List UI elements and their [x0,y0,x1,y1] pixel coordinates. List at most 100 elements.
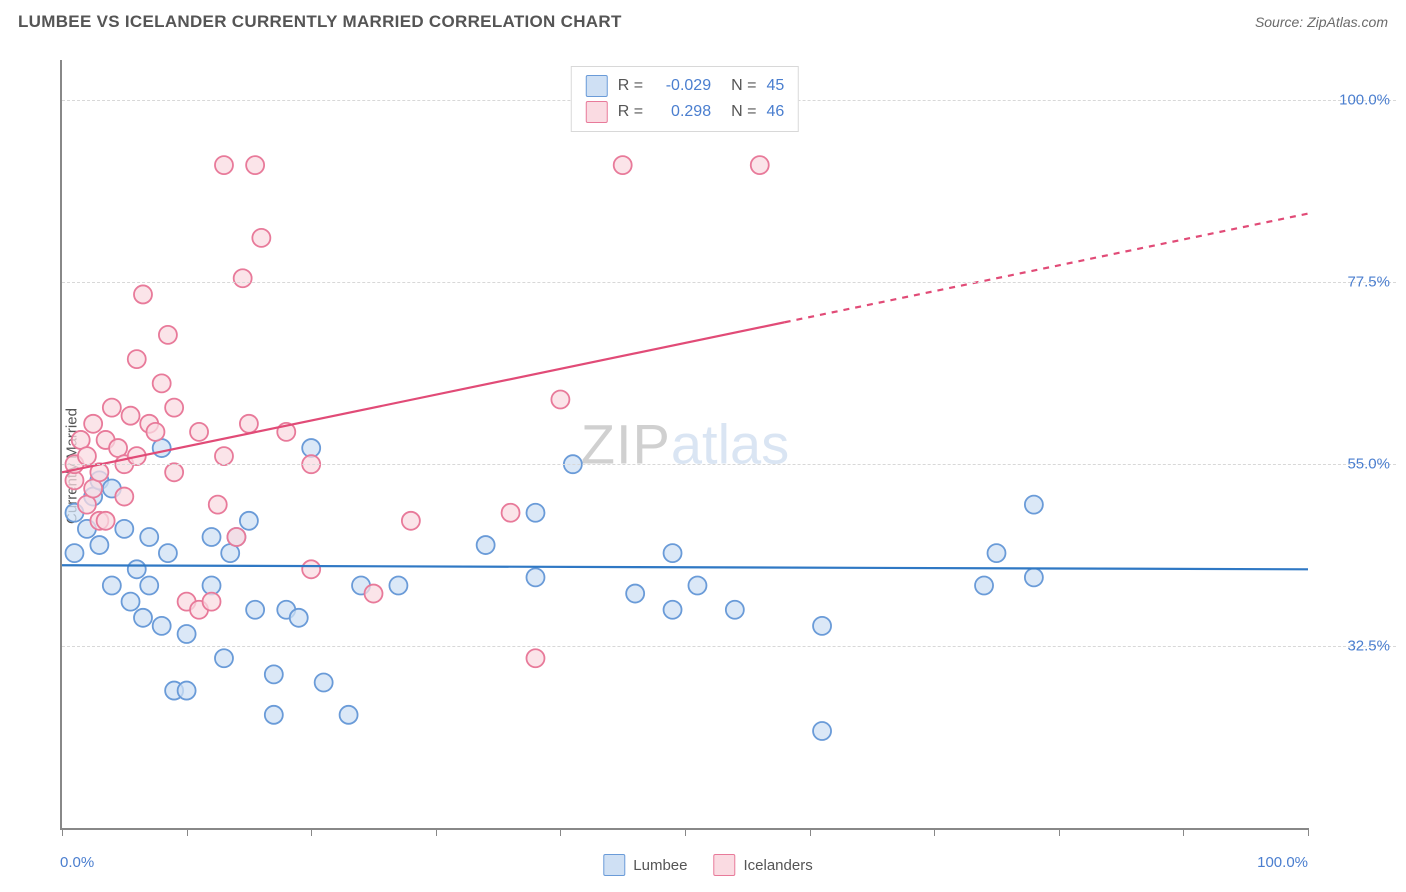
scatter-point [153,617,171,635]
scatter-point [340,706,358,724]
scatter-point [178,625,196,643]
legend-item: Icelanders [714,854,813,876]
scatter-point [140,528,158,546]
scatter-point [209,496,227,514]
scatter-point [365,585,383,603]
scatter-point [128,560,146,578]
legend-correlation: R = -0.029 N = 45 R = 0.298 N = 46 [571,66,799,132]
scatter-point [134,285,152,303]
legend-swatch [586,75,608,97]
scatter-point [122,407,140,425]
scatter-point [115,520,133,538]
scatter-point [215,447,233,465]
chart-container: Currently Married ZIPatlas R =-0.029N =4… [18,48,1398,884]
y-tick-label: 77.5% [1347,274,1390,291]
scatter-point [97,512,115,530]
chart-title: LUMBEE VS ICELANDER CURRENTLY MARRIED CO… [18,12,622,32]
scatter-point [664,601,682,619]
trend-line [62,322,785,472]
scatter-point [78,447,96,465]
scatter-point [190,423,208,441]
scatter-point [115,488,133,506]
scatter-point [203,593,221,611]
scatter-point [751,156,769,174]
legend-r-value: -0.029 [653,77,711,95]
x-tick [934,828,935,836]
scatter-point [526,568,544,586]
legend-series: Lumbee Icelanders [603,854,812,876]
x-tick [1183,828,1184,836]
scatter-point [265,706,283,724]
trend-line [62,565,1308,569]
x-tick [62,828,63,836]
scatter-point [65,544,83,562]
scatter-point [128,350,146,368]
scatter-point [246,601,264,619]
source-label: Source: ZipAtlas.com [1255,14,1388,30]
legend-swatch [714,854,736,876]
legend-n-value: 46 [766,103,784,121]
scatter-point [526,649,544,667]
legend-item: Lumbee [603,854,687,876]
scatter-point [688,576,706,594]
x-min-label: 0.0% [60,854,94,871]
scatter-point [153,374,171,392]
scatter-point [146,423,164,441]
legend-label: Icelanders [744,857,813,874]
scatter-point [726,601,744,619]
y-tick-label: 32.5% [1347,638,1390,655]
scatter-point [813,722,831,740]
scatter-point [664,544,682,562]
trend-line-extrap [785,214,1308,323]
legend-r-value: 0.298 [653,103,711,121]
scatter-point [165,463,183,481]
scatter-point [203,528,221,546]
scatter-point [252,229,270,247]
plot-area: ZIPatlas R =-0.029N =45R =0.298N =46 32.… [60,60,1308,830]
x-tick [187,828,188,836]
scatter-point [103,399,121,417]
y-tick-label: 55.0% [1347,456,1390,473]
x-max-label: 100.0% [1257,854,1308,871]
scatter-point [240,512,258,530]
scatter-point [227,528,245,546]
legend-swatch [603,854,625,876]
scatter-point [159,326,177,344]
scatter-point [234,269,252,287]
scatter-point [140,576,158,594]
scatter-point [502,504,520,522]
legend-r-label: R = [618,103,643,121]
scatter-point [246,156,264,174]
scatter-point [315,673,333,691]
x-tick [1059,828,1060,836]
legend-row: R = 0.298 N = 46 [586,99,784,125]
x-tick [311,828,312,836]
scatter-point [265,665,283,683]
scatter-point [178,682,196,700]
legend-n-label: N = [731,77,756,95]
scatter-point [402,512,420,530]
x-tick [1308,828,1309,836]
scatter-point [290,609,308,627]
scatter-point [813,617,831,635]
scatter-point [1025,568,1043,586]
scatter-point [134,609,152,627]
scatter-point [165,399,183,417]
legend-n-label: N = [731,103,756,121]
x-tick [436,828,437,836]
scatter-point [122,593,140,611]
scatter-point [159,544,177,562]
x-tick [560,828,561,836]
x-tick [685,828,686,836]
scatter-point [551,391,569,409]
legend-n-value: 45 [766,77,784,95]
scatter-point [84,415,102,433]
scatter-point [975,576,993,594]
y-tick-label: 100.0% [1339,92,1390,109]
scatter-point [215,156,233,174]
scatter-point [103,576,121,594]
chart-header: LUMBEE VS ICELANDER CURRENTLY MARRIED CO… [0,0,1406,40]
scatter-point [477,536,495,554]
grid-line [62,464,1396,465]
grid-line [62,646,1396,647]
